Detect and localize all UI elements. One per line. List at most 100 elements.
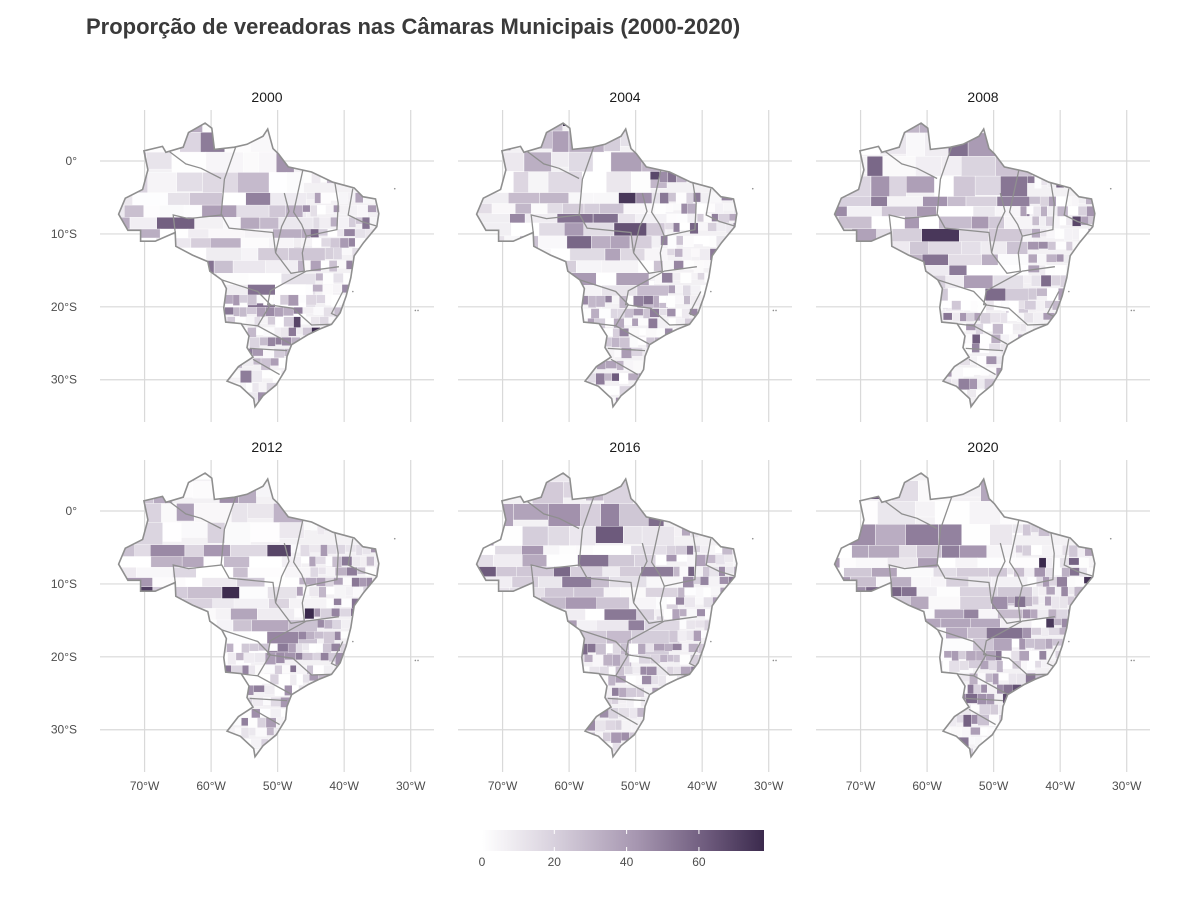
municipality-cell [210, 643, 220, 651]
municipality-cell [378, 631, 379, 643]
municipality-cell [384, 697, 390, 709]
municipality-cell [570, 295, 580, 306]
municipality-cell [418, 608, 429, 618]
municipality-cell [329, 674, 340, 684]
municipality-cell [1045, 343, 1053, 351]
municipality-cell [1149, 694, 1160, 703]
municipality-cell [878, 389, 887, 401]
municipality-cell [476, 360, 478, 373]
municipality-cell [314, 631, 324, 639]
municipality-cell [907, 343, 918, 355]
municipality-cell [702, 481, 712, 489]
municipality-cell [710, 630, 721, 639]
municipality-cell [169, 643, 179, 656]
municipality-cell [731, 732, 737, 741]
municipality-cell [458, 348, 467, 357]
municipality-cell [469, 386, 477, 396]
municipality-cell [1110, 414, 1119, 424]
municipality-cell [412, 567, 423, 579]
municipality-cell [719, 576, 730, 585]
municipality-cell [1030, 748, 1042, 757]
municipality-cell [270, 708, 282, 719]
municipality-cell [914, 323, 925, 335]
municipality-cell [550, 719, 559, 728]
municipality-cell [1090, 714, 1095, 724]
municipality-cell [348, 237, 356, 247]
municipality-cell [392, 172, 398, 182]
municipality-cell [602, 751, 613, 757]
municipality-cell [1106, 288, 1113, 298]
municipality-cell [1123, 661, 1134, 668]
municipality-cell [650, 696, 662, 707]
municipality-cell [132, 417, 140, 425]
municipality-cell [357, 717, 365, 729]
municipality-cell [864, 638, 895, 668]
municipality-cell [427, 172, 434, 182]
municipality-cell [1050, 727, 1058, 739]
municipality-cell [203, 294, 214, 303]
municipality-cell [360, 556, 367, 568]
municipality-cell [377, 294, 379, 304]
municipality-cell [434, 273, 441, 281]
municipality-cell [1055, 241, 1067, 250]
municipality-cell [540, 608, 556, 644]
municipality-cell [776, 588, 784, 599]
municipality-cell [212, 665, 224, 677]
municipality-cell [732, 707, 737, 718]
municipality-cell [1010, 650, 1020, 661]
municipality-cell [428, 503, 437, 514]
municipality-cell [769, 296, 776, 303]
municipality-cell [816, 748, 824, 756]
municipality-cell [583, 687, 594, 697]
municipality-cell [733, 337, 737, 346]
municipality-cell [480, 347, 489, 360]
municipality-cell [320, 192, 331, 204]
municipality-cell [374, 643, 379, 653]
municipality-cell [434, 295, 442, 306]
municipality-cell [211, 738, 220, 748]
municipality-cell [126, 391, 138, 404]
municipality-cell [687, 130, 695, 139]
municipality-cell [348, 391, 360, 402]
municipality-cell [774, 422, 784, 431]
municipality-cell [1088, 684, 1095, 693]
municipality-cell [406, 172, 416, 180]
municipality-cell [712, 110, 722, 117]
municipality-cell [345, 404, 353, 407]
municipality-cell [282, 761, 290, 773]
municipality-cell [100, 674, 110, 682]
municipality-cell [163, 357, 173, 365]
municipality-cell [769, 620, 776, 629]
municipality-cell [903, 673, 913, 685]
municipality-cell [333, 357, 342, 367]
municipality-cell [317, 337, 327, 349]
municipality-cell [1099, 619, 1105, 630]
municipality-cell [368, 370, 378, 383]
municipality-cell [612, 422, 619, 432]
municipality-cell [677, 751, 687, 757]
municipality-cell [772, 460, 781, 469]
municipality-cell [911, 367, 919, 378]
municipality-cell [197, 761, 206, 770]
municipality-cell [849, 596, 866, 612]
municipality-cell [425, 295, 434, 304]
municipality-cell [308, 749, 318, 757]
municipality-cell [274, 738, 285, 751]
municipality-cell [760, 328, 769, 340]
municipality-cell [398, 632, 408, 643]
municipality-cell [563, 654, 574, 663]
municipality-cell [157, 674, 166, 684]
municipality-cell [209, 417, 216, 429]
municipality-cell [672, 707, 682, 720]
municipality-cell [722, 360, 733, 373]
municipality-cell [847, 684, 856, 692]
municipality-cell [763, 249, 772, 261]
municipality-cell [711, 608, 721, 620]
municipality-cell [377, 151, 379, 159]
municipality-cell [514, 123, 540, 131]
municipality-cell [971, 343, 980, 353]
municipality-cell [415, 261, 423, 269]
municipality-cell [966, 389, 977, 398]
municipality-cell [738, 631, 746, 642]
municipality-cell [816, 344, 827, 355]
